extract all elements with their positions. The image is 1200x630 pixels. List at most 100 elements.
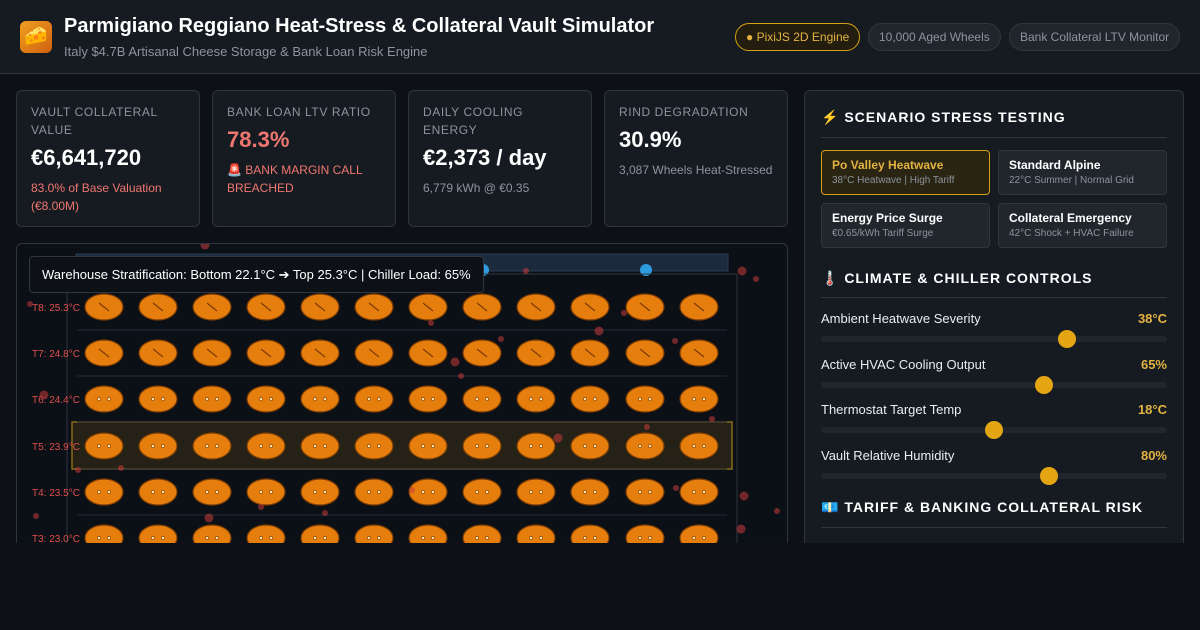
scenario-desc: 38°C Heatwave | High Tariff bbox=[832, 175, 955, 186]
cheese-wheel bbox=[192, 524, 232, 543]
cheese-wheel bbox=[516, 478, 556, 506]
rind-spot bbox=[638, 536, 642, 540]
crack bbox=[368, 302, 380, 312]
rind-spot bbox=[313, 536, 317, 540]
rind-spot bbox=[648, 444, 652, 448]
cheese-wheel bbox=[570, 478, 610, 506]
rind-spot bbox=[529, 536, 533, 540]
rind-spot bbox=[367, 444, 371, 448]
cheese-wheel bbox=[570, 524, 610, 543]
rind-spot bbox=[702, 536, 706, 540]
cheese-wheel bbox=[138, 385, 178, 413]
cheese-wheel bbox=[246, 478, 286, 506]
kpi-card: BANK LOAN LTV RATIO 78.3% 🚨 BANK MARGIN … bbox=[212, 90, 396, 227]
control-label: Ambient Heatwave Severity bbox=[821, 311, 981, 326]
scenario-button[interactable]: Standard Alpine 22°C Summer | Normal Grid bbox=[998, 150, 1167, 195]
rind-spot bbox=[269, 536, 273, 540]
rind-spot bbox=[269, 490, 273, 494]
scenario-name: Energy Price Surge bbox=[832, 211, 943, 225]
cheese-wheel bbox=[354, 432, 394, 460]
slider-track bbox=[821, 381, 1167, 388]
divider bbox=[821, 297, 1167, 298]
rind-spot bbox=[539, 444, 543, 448]
rind-spot bbox=[421, 490, 425, 494]
cheese-wheel bbox=[300, 432, 340, 460]
rind-spot bbox=[97, 397, 101, 401]
rind-spot bbox=[431, 536, 435, 540]
rind-spot bbox=[367, 490, 371, 494]
heat-particle bbox=[39, 390, 49, 400]
tier-label: T5: 23.9°C bbox=[32, 442, 80, 453]
rind-spot bbox=[431, 490, 435, 494]
kpi-value: €2,373 / day bbox=[423, 145, 547, 170]
kpi-card: RIND DEGRADATION 30.9% 3,087 Wheels Heat… bbox=[604, 90, 788, 227]
divider bbox=[821, 137, 1167, 138]
section-title: 🌡️ CLIMATE & CHILLER CONTROLS bbox=[821, 270, 1093, 286]
heat-particle bbox=[553, 433, 563, 443]
control-value: 80% bbox=[1140, 447, 1167, 463]
slider-thumb[interactable] bbox=[1035, 375, 1054, 394]
rind-spot bbox=[702, 490, 706, 494]
control-value: 38°C bbox=[1137, 311, 1167, 326]
rind-spot bbox=[485, 490, 489, 494]
kpi-label: VAULT COLLATERAL VALUE bbox=[31, 105, 158, 137]
cheese-wheel bbox=[679, 385, 719, 413]
rind-spot bbox=[161, 397, 165, 401]
rind-spot bbox=[367, 397, 371, 401]
rind-spot bbox=[539, 397, 543, 401]
scenario-button[interactable]: Collateral Emergency 42°C Shock + HVAC Fa… bbox=[998, 203, 1167, 248]
crack bbox=[530, 302, 542, 312]
crack bbox=[260, 302, 272, 312]
tier-label: T8: 25.3°C bbox=[32, 303, 80, 314]
heat-particle bbox=[450, 357, 460, 367]
crack bbox=[206, 302, 218, 312]
kpi-value: €6,641,720 bbox=[31, 145, 142, 170]
rind-spot bbox=[259, 536, 263, 540]
rind-spot bbox=[485, 397, 489, 401]
heat-particle bbox=[672, 338, 678, 344]
cheese-wheel bbox=[516, 432, 556, 460]
rind-spot bbox=[215, 444, 219, 448]
rind-spot bbox=[702, 397, 706, 401]
slider-thumb[interactable] bbox=[985, 421, 1003, 439]
rind-spot bbox=[421, 444, 425, 448]
rind-spot bbox=[323, 397, 327, 401]
cheese-wheel bbox=[408, 524, 448, 543]
rind-spot bbox=[583, 490, 587, 494]
cheese-wheel bbox=[570, 385, 610, 413]
heat-particle bbox=[258, 504, 264, 510]
heat-particle bbox=[736, 524, 746, 534]
slider-thumb[interactable] bbox=[1057, 330, 1076, 348]
kpi-card: DAILY COOLING ENERGY €2,373 / day 6,779 … bbox=[408, 90, 592, 227]
cheese-wheel bbox=[246, 432, 286, 460]
rind-spot bbox=[259, 444, 263, 448]
rind-spot bbox=[205, 444, 209, 448]
scenario-button[interactable]: Energy Price Surge €0.65/kWh Tariff Surge bbox=[821, 203, 990, 248]
heat-particle bbox=[200, 244, 210, 250]
rind-spot bbox=[313, 397, 317, 401]
rind-spot bbox=[648, 397, 652, 401]
rind-spot bbox=[692, 536, 696, 540]
rind-spot bbox=[205, 490, 209, 494]
heat-particle bbox=[33, 513, 39, 519]
cheese-wheel bbox=[679, 432, 719, 460]
rind-spot bbox=[485, 444, 489, 448]
kpi-label: BANK LOAN LTV RATIO bbox=[227, 105, 371, 119]
cheese-wheel bbox=[408, 478, 448, 506]
slider-thumb[interactable] bbox=[1040, 466, 1059, 485]
rind-spot bbox=[323, 444, 327, 448]
heat-particle bbox=[428, 320, 434, 326]
rind-spot bbox=[377, 397, 381, 401]
scenario-button[interactable]: Po Valley Heatwave 38°C Heatwave | High T… bbox=[821, 150, 990, 195]
rind-spot bbox=[107, 397, 111, 401]
title: Parmigiano Reggiano Heat-Stress & Collat… bbox=[64, 15, 655, 37]
rind-spot bbox=[692, 490, 696, 494]
kpi-value: 30.9% bbox=[619, 127, 682, 152]
cheese-wheel bbox=[84, 524, 124, 543]
rind-spot bbox=[269, 444, 273, 448]
rind-spot bbox=[107, 444, 111, 448]
rind-spot bbox=[323, 536, 327, 540]
heat-particle bbox=[27, 301, 33, 307]
rind-spot bbox=[215, 397, 219, 401]
crack bbox=[584, 302, 596, 312]
